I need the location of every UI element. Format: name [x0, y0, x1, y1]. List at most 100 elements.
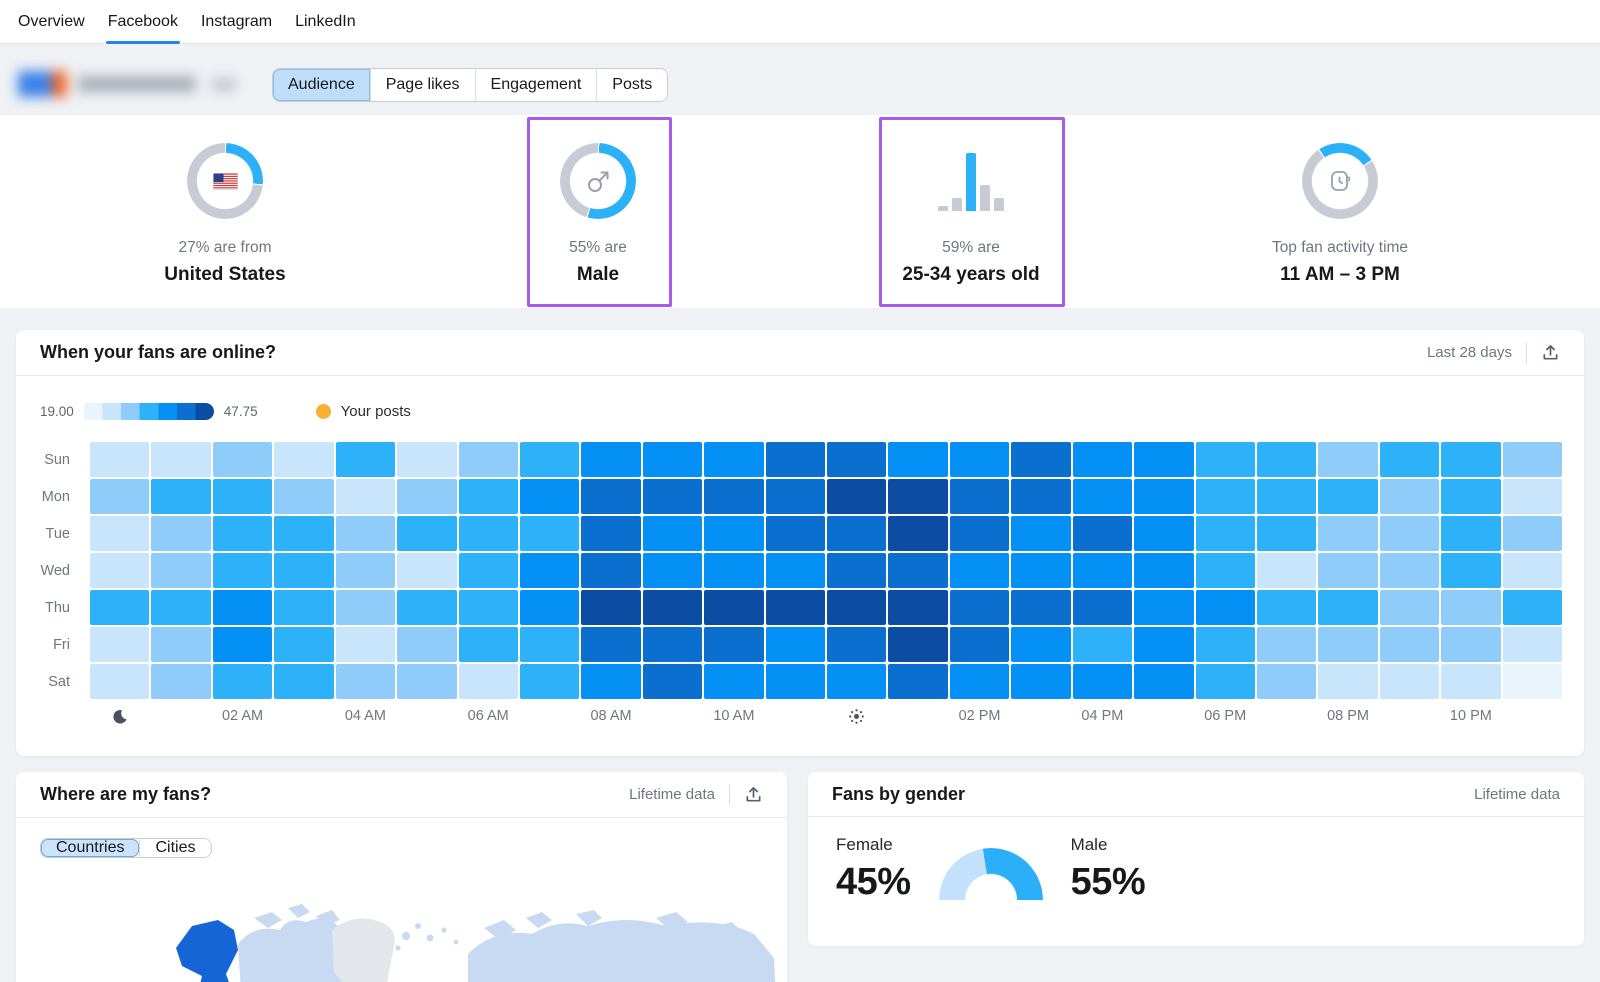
heatmap-cell: [335, 516, 396, 551]
heatmap-cell: [827, 553, 887, 588]
heatmap-cell: [1502, 479, 1562, 514]
nav-tab-linkedin[interactable]: LinkedIn: [295, 12, 356, 30]
heatmap-cell: [888, 479, 948, 514]
export-icon: [744, 785, 763, 804]
heatmap-cell: [90, 442, 150, 477]
heatmap-cell: [1134, 442, 1194, 477]
stat-icon-box: [560, 143, 636, 219]
heatmap-cell: [90, 553, 150, 588]
heatmap-cell: [335, 664, 396, 699]
heatmap-cell: [1502, 516, 1562, 551]
heatmap-cell: [1379, 442, 1440, 477]
legend-gradient-bar: [83, 402, 214, 420]
stat-card-11-am-3-pm: Top fan activity time 11 AM – 3 PM: [1180, 143, 1500, 286]
heatmap-time-axis: 02 AM 04 AM 06 AM 08 AM 10 AM 02 PM 04 PM 06 PM…: [40, 705, 1562, 727]
heatmap-cell: [1318, 590, 1378, 625]
heatmap-cell: [888, 627, 948, 662]
heatmap-cell: [1011, 516, 1071, 551]
nav-tab-facebook[interactable]: Facebook: [105, 0, 181, 44]
where-fans-card: Where are my fans? Lifetime data Countri…: [16, 772, 787, 982]
stat-card-male: 55% are Male: [438, 143, 758, 286]
heatmap-cell: [1256, 479, 1317, 514]
heatmap-cell: [704, 590, 764, 625]
divider: [1526, 342, 1527, 363]
heatmap-cell: [581, 442, 641, 477]
heatmap-cell: [1256, 442, 1317, 477]
heatmap-cell: [212, 479, 273, 514]
heatmap-cell: [827, 590, 887, 625]
heatmap-cell: [642, 627, 703, 662]
heatmap-cell: [519, 590, 580, 625]
nav-tab-instagram[interactable]: Instagram: [200, 12, 273, 30]
export-button[interactable]: [744, 785, 763, 804]
heatmap-cell: [1441, 553, 1501, 588]
heatmap-cell: [274, 516, 334, 551]
heatmap-cell: [397, 442, 457, 477]
heatmap-cell: [212, 553, 273, 588]
heatmap-cell: [642, 442, 703, 477]
heatmap-cell: [458, 442, 518, 477]
tab-audience[interactable]: Audience: [273, 69, 370, 101]
highlight-box-age-stat: [879, 117, 1065, 307]
export-button[interactable]: [1541, 343, 1560, 362]
where-fans-title: Where are my fans?: [40, 784, 212, 804]
heatmap-cell: [642, 664, 703, 699]
heatmap-cell: [1134, 627, 1194, 662]
heatmap-cell: [274, 442, 334, 477]
heatmap-day-label: Tue: [45, 525, 70, 542]
heatmap-cell: [1072, 627, 1133, 662]
heatmap-cell: [1318, 664, 1378, 699]
heatmap-cell: [1256, 590, 1317, 625]
heatmap-cell: [212, 516, 273, 551]
heatmap-cell: [704, 664, 764, 699]
heatmap-cell: [90, 479, 150, 514]
heatmap-cell: [1195, 590, 1255, 625]
heatmap-cell: [704, 553, 764, 588]
fans-by-gender-card: Fans by gender Lifetime data Female 45% …: [808, 772, 1584, 946]
heatmap-cell: [458, 627, 518, 662]
heatmap-cell: [1502, 590, 1562, 625]
heatmap-cell: [1195, 442, 1255, 477]
heatmap-cell: [1011, 590, 1071, 625]
legend-max-value: 47.75: [223, 403, 258, 419]
heatmap-cell: [397, 627, 457, 662]
heatmap-cell: [274, 479, 334, 514]
geo-tab-cities[interactable]: Cities: [139, 839, 211, 857]
heatmap-cell: [1195, 553, 1255, 588]
heatmap-cell: [581, 553, 641, 588]
heatmap-cell: [1441, 590, 1501, 625]
fans-online-period: Last 28 days: [1426, 344, 1512, 361]
heatmap-cell: [335, 442, 396, 477]
nav-tab-overview[interactable]: Overview: [18, 12, 85, 30]
heatmap-cell: [581, 627, 641, 662]
heatmap-cell: [1502, 627, 1562, 662]
top-nav: Overview Facebook Instagram LinkedIn: [0, 0, 1600, 44]
map-region-greenland: [332, 918, 395, 982]
heatmap-cell: [1256, 664, 1317, 699]
tab-engagement[interactable]: Engagement: [474, 69, 597, 101]
where-fans-period: Lifetime data: [629, 786, 715, 803]
stat-value: 11 AM – 3 PM: [1280, 264, 1400, 285]
tab-page-likes[interactable]: Page likes: [369, 69, 475, 101]
heatmap-cell: [1318, 442, 1378, 477]
heatmap-cell: [212, 590, 273, 625]
geo-tab-countries[interactable]: Countries: [41, 839, 140, 857]
stat-icon-box: [1302, 143, 1378, 219]
tab-posts[interactable]: Posts: [596, 69, 668, 101]
heatmap-cell: [949, 590, 1010, 625]
heatmap-cell: [1195, 479, 1255, 514]
heatmap-cell: [1318, 516, 1378, 551]
heatmap-day-label: Sun: [44, 451, 70, 468]
heatmap-cell: [827, 627, 887, 662]
heatmap-hour-label: 06 PM: [1204, 708, 1247, 724]
heatmap-cell: [519, 442, 580, 477]
female-stat: Female 45%: [836, 835, 911, 904]
heatmap-cell: [1195, 627, 1255, 662]
gender-breakdown: Female 45% Male 55%: [808, 817, 1584, 904]
heatmap-cell: [1502, 553, 1562, 588]
heatmap-cell: [1072, 479, 1133, 514]
brand-logo-blur: [18, 71, 52, 97]
brand-logo-blur-accent: [52, 71, 67, 97]
heatmap-cell: [519, 664, 580, 699]
